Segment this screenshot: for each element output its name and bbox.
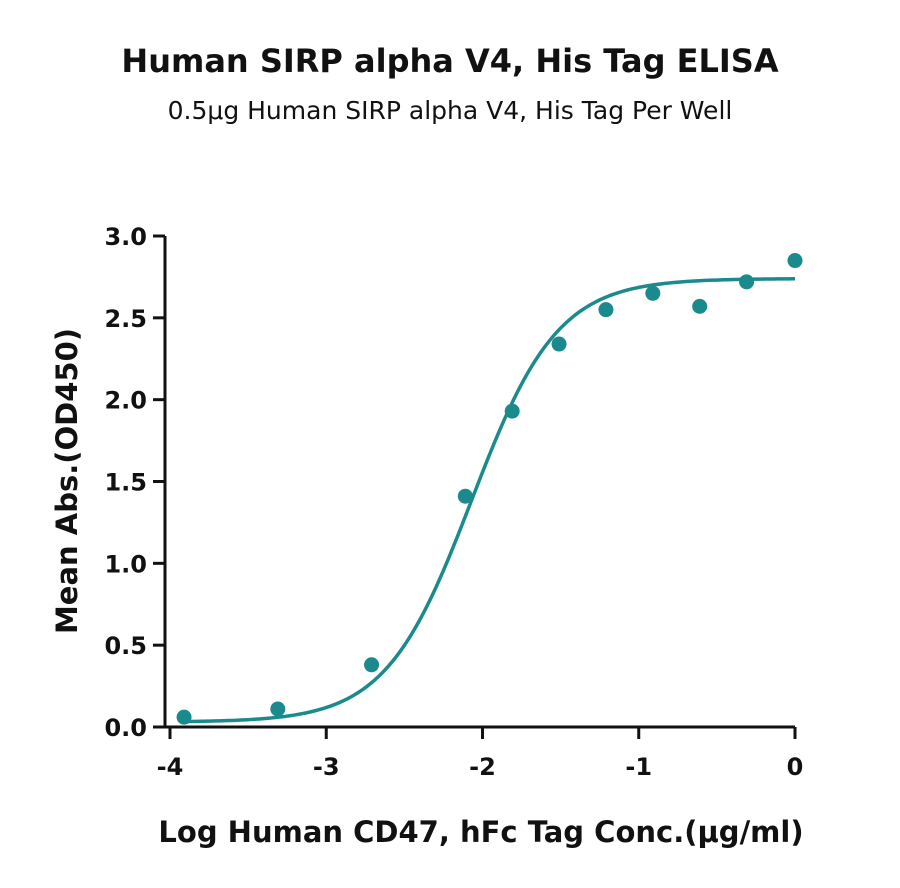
chart-title: Human SIRP alpha V4, His Tag ELISA [121,42,779,80]
data-point [598,302,614,318]
y-tick-label: 1.5 [104,469,147,497]
data-point [504,403,520,419]
x-axis-title: Log Human CD47, hFc Tag Conc.(μg/ml) [158,815,803,849]
axes [153,234,797,739]
tick-labels: 0.0 0.5 1.0 1.5 2.0 2.5 3.0 -4 -3 -2 -1 0 [104,223,803,781]
data-point [645,285,661,301]
x-tick-label: -4 [157,753,184,781]
x-tick-label: -1 [625,753,652,781]
data-point [787,253,803,269]
chart-subtitle: 0.5μg Human SIRP alpha V4, His Tag Per W… [167,96,733,125]
data-point [270,701,286,717]
data-point [692,298,708,314]
y-tick-label: 0.5 [104,632,147,660]
y-tick-label: 2.0 [104,387,147,415]
fit-curve-group [182,277,796,724]
data-point [364,657,380,673]
fit-curve [182,277,796,724]
data-points [176,253,803,725]
data-point [457,488,473,504]
y-axis-title: Mean Abs.(OD450) [50,328,84,634]
data-point [739,274,755,290]
x-tick-label: -2 [469,753,496,781]
x-tick-label: 0 [787,753,804,781]
data-point [551,336,567,352]
x-tick-label: -3 [313,753,340,781]
data-point [176,709,192,725]
y-tick-label: 2.5 [104,305,147,333]
y-tick-label: 0.0 [104,714,147,742]
y-tick-label: 1.0 [104,550,147,578]
y-tick-label: 3.0 [104,223,147,251]
